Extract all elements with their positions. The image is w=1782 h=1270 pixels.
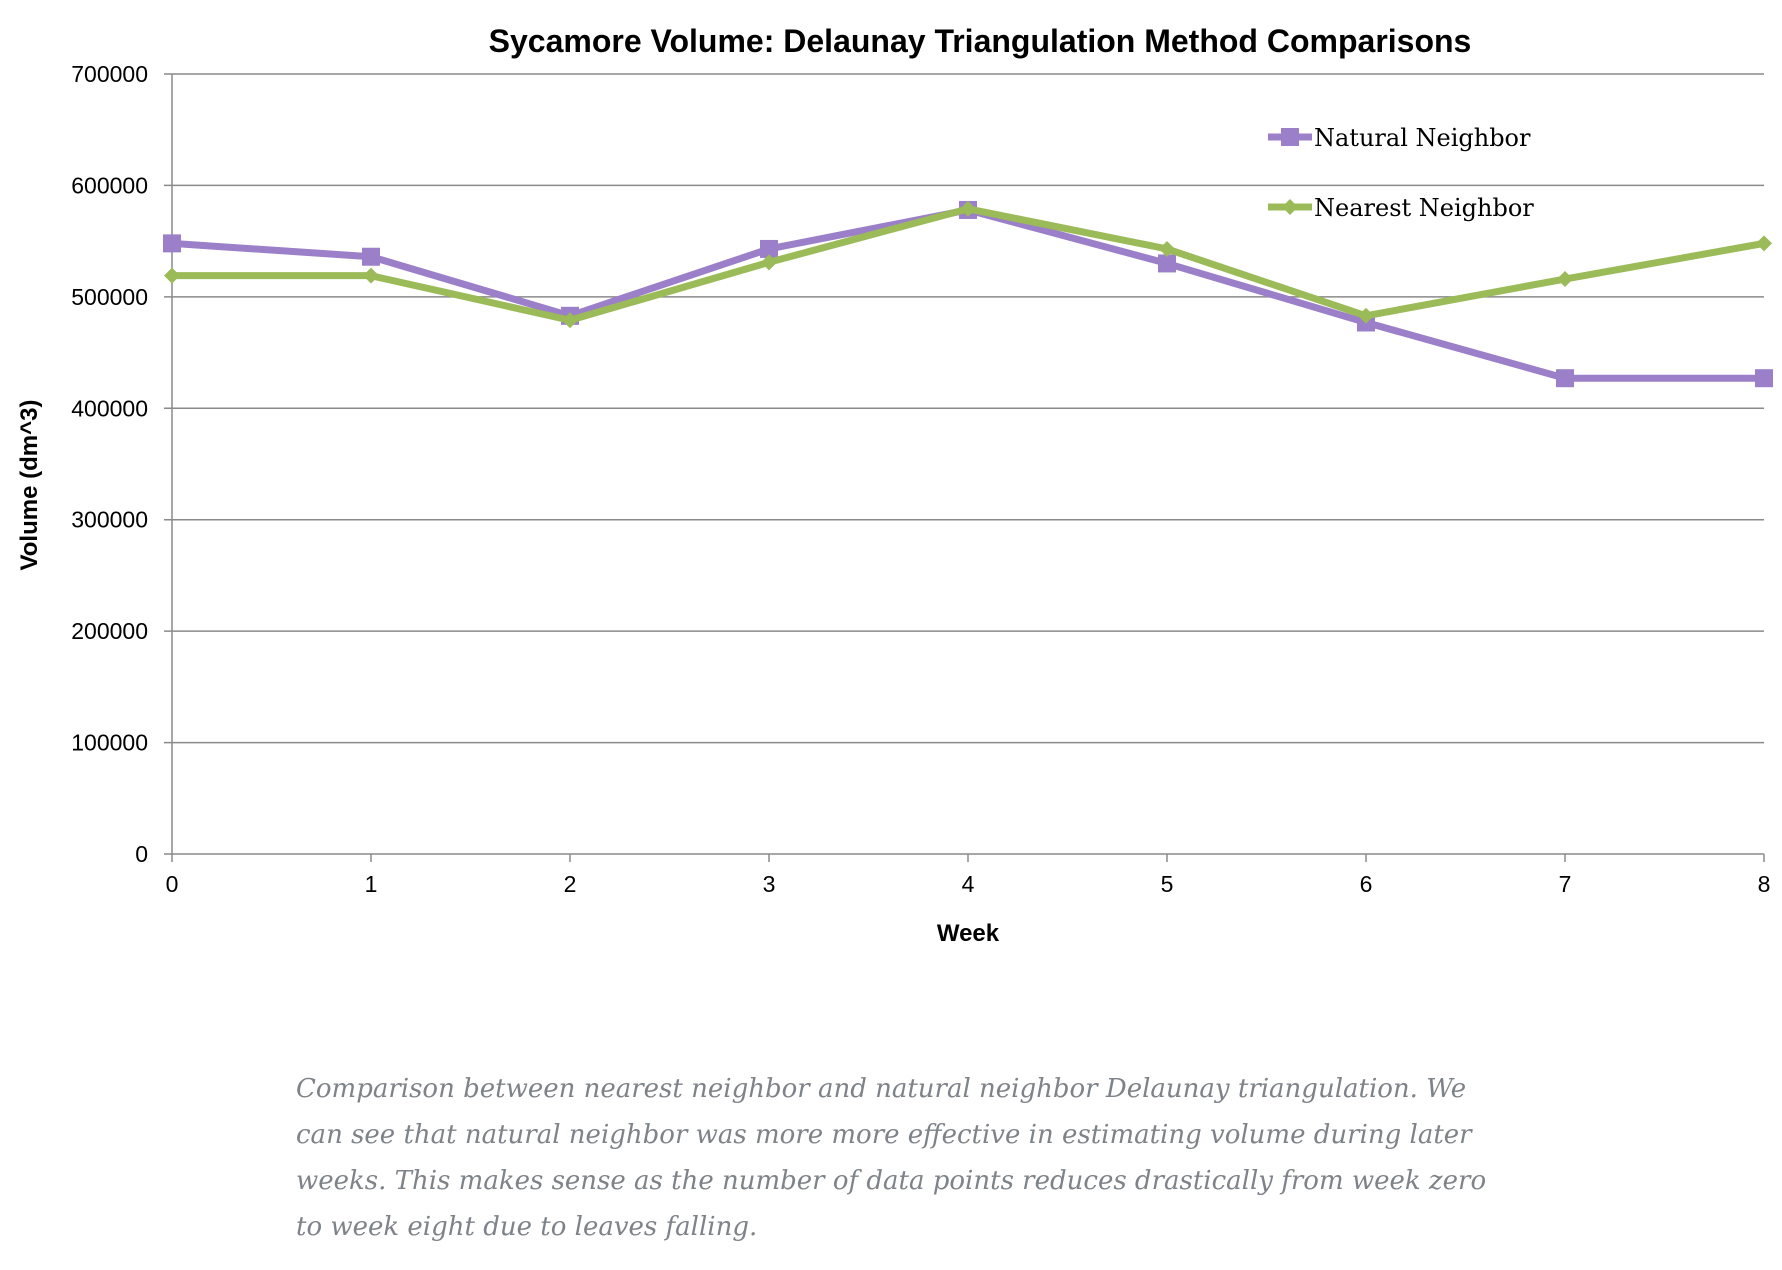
y-tick-label: 400000 [71, 395, 148, 421]
data-point-square [760, 239, 778, 258]
x-axis-label: Week [937, 920, 1000, 947]
data-point-diamond [363, 267, 379, 284]
series-line [171, 206, 1764, 382]
series-line [172, 205, 1765, 324]
y-tick-label: 0 [135, 841, 148, 867]
data-point-square [1158, 254, 1176, 273]
data-point-diamond [164, 267, 180, 284]
x-tick-label: 8 [1758, 871, 1771, 897]
data-point-square [1281, 128, 1299, 146]
x-tick-label: 2 [564, 871, 577, 897]
data-point-diamond [1282, 199, 1298, 215]
chart-title: Sycamore Volume: Delaunay Triangulation … [489, 23, 1472, 59]
x-tick-label: 4 [962, 871, 975, 897]
y-tick-label: 100000 [71, 730, 148, 756]
gridlines [164, 73, 1765, 862]
x-tick-label: 3 [763, 871, 776, 897]
legend-item: Natural Neighbor [1268, 124, 1531, 152]
legend-item: Nearest Neighbor [1268, 194, 1534, 222]
x-tick-labels: 0 1 2 3 4 5 6 7 8 [166, 871, 1771, 897]
data-point-diamond [761, 254, 777, 271]
figure-caption: Comparison between nearest neighbor and … [296, 1074, 1487, 1242]
data-point-square [1755, 369, 1773, 388]
data-point-diamond [1756, 235, 1772, 252]
data-point-square [1556, 369, 1574, 388]
legend-label: Nearest Neighbor [1314, 194, 1534, 222]
y-tick-label: 700000 [71, 61, 148, 87]
series-lines [163, 200, 1773, 388]
data-point-square [163, 234, 181, 253]
y-tick-label: 600000 [71, 172, 148, 198]
y-axis-label: Volume (dm^3) [16, 400, 43, 571]
y-tick-label: 300000 [71, 507, 148, 533]
data-point-diamond [1159, 240, 1175, 257]
series-1 [164, 200, 1772, 329]
series-0 [163, 200, 1773, 388]
x-tick-label: 6 [1360, 871, 1373, 897]
data-point-square [362, 247, 380, 266]
data-point-diamond [1358, 307, 1374, 324]
y-tick-label: 500000 [71, 284, 148, 310]
x-tick-label: 5 [1161, 871, 1174, 897]
y-tick-label: 200000 [71, 618, 148, 644]
data-point-diamond [562, 312, 578, 329]
y-tick-labels: 0 100000 200000 300000 400000 500000 600000 700… [71, 61, 148, 867]
x-tick-label: 0 [166, 871, 179, 897]
data-point-diamond [960, 200, 976, 217]
x-tick-label: 1 [365, 871, 378, 897]
legend-label: Natural Neighbor [1314, 124, 1531, 152]
line-chart: Sycamore Volume: Delaunay Triangulation … [16, 23, 1773, 947]
legend: Natural Neighbor Nearest Neighbor [1268, 124, 1534, 222]
x-tick-label: 7 [1559, 871, 1572, 897]
data-point-diamond [1557, 271, 1573, 288]
